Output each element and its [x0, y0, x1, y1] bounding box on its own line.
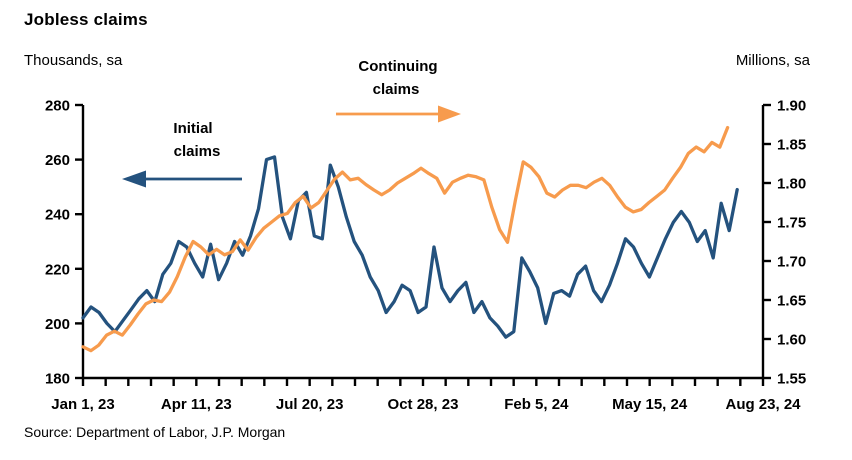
right-arrow-icon: [336, 105, 461, 123]
x-tick-label: Oct 28, 23: [388, 396, 459, 413]
y-right-tick-label: 1.85: [777, 137, 806, 154]
y-axis-left: [75, 103, 85, 380]
x-axis: [81, 376, 765, 386]
source-text: Source: Department of Labor, J.P. Morgan: [24, 424, 286, 440]
left-axis-unit-label: Thousands, sa: [24, 52, 123, 69]
x-tick-label: Jul 20, 23: [276, 396, 344, 413]
y-axis-left-labels: 280 260 240 220 200 180: [45, 98, 70, 388]
x-tick-label: Jan 1, 23: [51, 396, 114, 413]
y-right-tick-label: 1.80: [777, 176, 806, 193]
y-left-tick-label: 240: [45, 207, 70, 224]
y-axis-right: [761, 103, 771, 380]
x-tick-label: Aug 23, 24: [725, 396, 801, 413]
y-left-tick-label: 280: [45, 98, 70, 115]
x-tick-label: May 15, 24: [612, 396, 688, 413]
y-left-tick-label: 180: [45, 371, 70, 388]
y-right-tick-label: 1.90: [777, 98, 806, 115]
x-axis-labels: Jan 1, 23 Apr 11, 23 Jul 20, 23 Oct 28, 23 F…: [51, 396, 801, 413]
left-arrow-icon: [122, 170, 242, 188]
right-axis-unit-label: Millions, sa: [735, 52, 810, 69]
page-title: Jobless claims: [24, 10, 148, 29]
y-right-tick-label: 1.70: [777, 254, 806, 271]
y-right-tick-label: 1.65: [777, 293, 806, 310]
y-left-tick-label: 220: [45, 261, 70, 278]
y-left-tick-label: 260: [45, 152, 70, 169]
continuing-claims-annotation: Continuing claims: [336, 58, 461, 123]
continuing-claims-line: [81, 125, 730, 353]
continuing-claims-label-line1: Continuing: [358, 58, 437, 75]
x-tick-label: Apr 11, 23: [161, 396, 232, 413]
initial-claims-line: [81, 155, 739, 339]
x-tick-label: Feb 5, 24: [504, 396, 569, 413]
y-right-tick-label: 1.55: [777, 371, 806, 388]
initial-claims-label-line1: Initial: [173, 120, 212, 137]
initial-claims-label-line2: claims: [174, 143, 221, 160]
initial-claims-annotation: Initial claims: [122, 120, 242, 188]
y-right-tick-label: 1.75: [777, 215, 806, 232]
y-axis-right-labels: 1.90 1.85 1.80 1.75 1.70 1.65 1.60 1.55: [777, 98, 806, 388]
continuing-claims-label-line2: claims: [373, 81, 420, 98]
y-right-tick-label: 1.60: [777, 332, 806, 349]
y-left-tick-label: 200: [45, 316, 70, 333]
